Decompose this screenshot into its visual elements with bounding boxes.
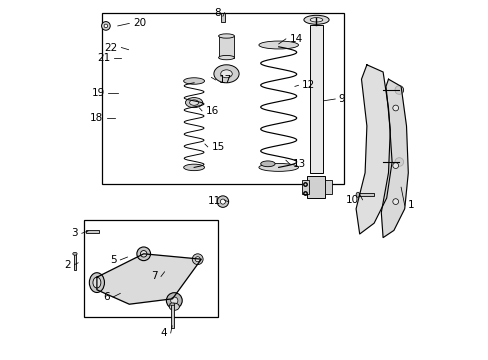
Text: 12: 12 (302, 80, 315, 90)
Text: 16: 16 (205, 106, 219, 116)
Ellipse shape (140, 251, 146, 257)
Circle shape (220, 199, 225, 204)
Circle shape (192, 254, 203, 265)
Circle shape (170, 297, 178, 304)
Text: 3: 3 (71, 228, 78, 238)
Text: 21: 21 (97, 53, 110, 63)
Text: 18: 18 (90, 113, 103, 123)
Circle shape (195, 257, 200, 262)
Bar (302, 180, 308, 194)
Circle shape (166, 293, 182, 309)
Polygon shape (355, 65, 391, 234)
Text: 15: 15 (211, 142, 224, 152)
Bar (218, 36, 234, 58)
Ellipse shape (258, 41, 298, 49)
Bar (102, 13, 343, 184)
Ellipse shape (169, 303, 175, 305)
Ellipse shape (183, 78, 204, 84)
Circle shape (392, 163, 398, 168)
Text: 2: 2 (64, 260, 71, 270)
Polygon shape (381, 79, 407, 238)
Text: 11: 11 (207, 195, 221, 206)
Ellipse shape (258, 163, 298, 171)
Text: 13: 13 (292, 159, 305, 169)
Text: 19: 19 (91, 88, 104, 98)
Ellipse shape (93, 277, 101, 288)
Text: 22: 22 (104, 42, 118, 53)
Ellipse shape (189, 100, 198, 105)
Bar (86, 230, 99, 233)
Polygon shape (97, 254, 201, 304)
Ellipse shape (73, 252, 77, 255)
Text: 20: 20 (133, 18, 146, 28)
Ellipse shape (355, 192, 359, 197)
Bar (84, 220, 217, 317)
Ellipse shape (218, 55, 234, 60)
Bar (73, 254, 76, 270)
Ellipse shape (169, 303, 179, 310)
Circle shape (394, 158, 403, 166)
Circle shape (392, 105, 398, 111)
Circle shape (217, 196, 228, 207)
Ellipse shape (218, 34, 234, 38)
Ellipse shape (309, 18, 322, 22)
Text: 6: 6 (102, 292, 109, 302)
Ellipse shape (89, 273, 104, 292)
Ellipse shape (185, 98, 203, 108)
Text: 1: 1 (407, 200, 414, 210)
Text: 9: 9 (338, 94, 345, 104)
Ellipse shape (220, 70, 232, 78)
Ellipse shape (213, 65, 239, 83)
Ellipse shape (183, 164, 204, 171)
Bar (221, 13, 224, 22)
Bar (325, 180, 331, 194)
Text: 4: 4 (160, 328, 167, 338)
Text: 14: 14 (289, 34, 302, 44)
Bar (309, 25, 322, 173)
Bar (307, 176, 325, 198)
Ellipse shape (102, 22, 110, 30)
Ellipse shape (104, 24, 107, 28)
Text: 5: 5 (110, 255, 117, 265)
Ellipse shape (260, 161, 275, 167)
Circle shape (394, 86, 403, 94)
Bar (357, 193, 373, 196)
Text: 10: 10 (345, 195, 358, 205)
Ellipse shape (137, 247, 150, 261)
Ellipse shape (303, 15, 328, 24)
Text: 7: 7 (150, 271, 157, 282)
Circle shape (392, 199, 398, 204)
Text: 17: 17 (219, 75, 232, 85)
Bar (170, 304, 174, 328)
Text: 8: 8 (214, 8, 221, 18)
